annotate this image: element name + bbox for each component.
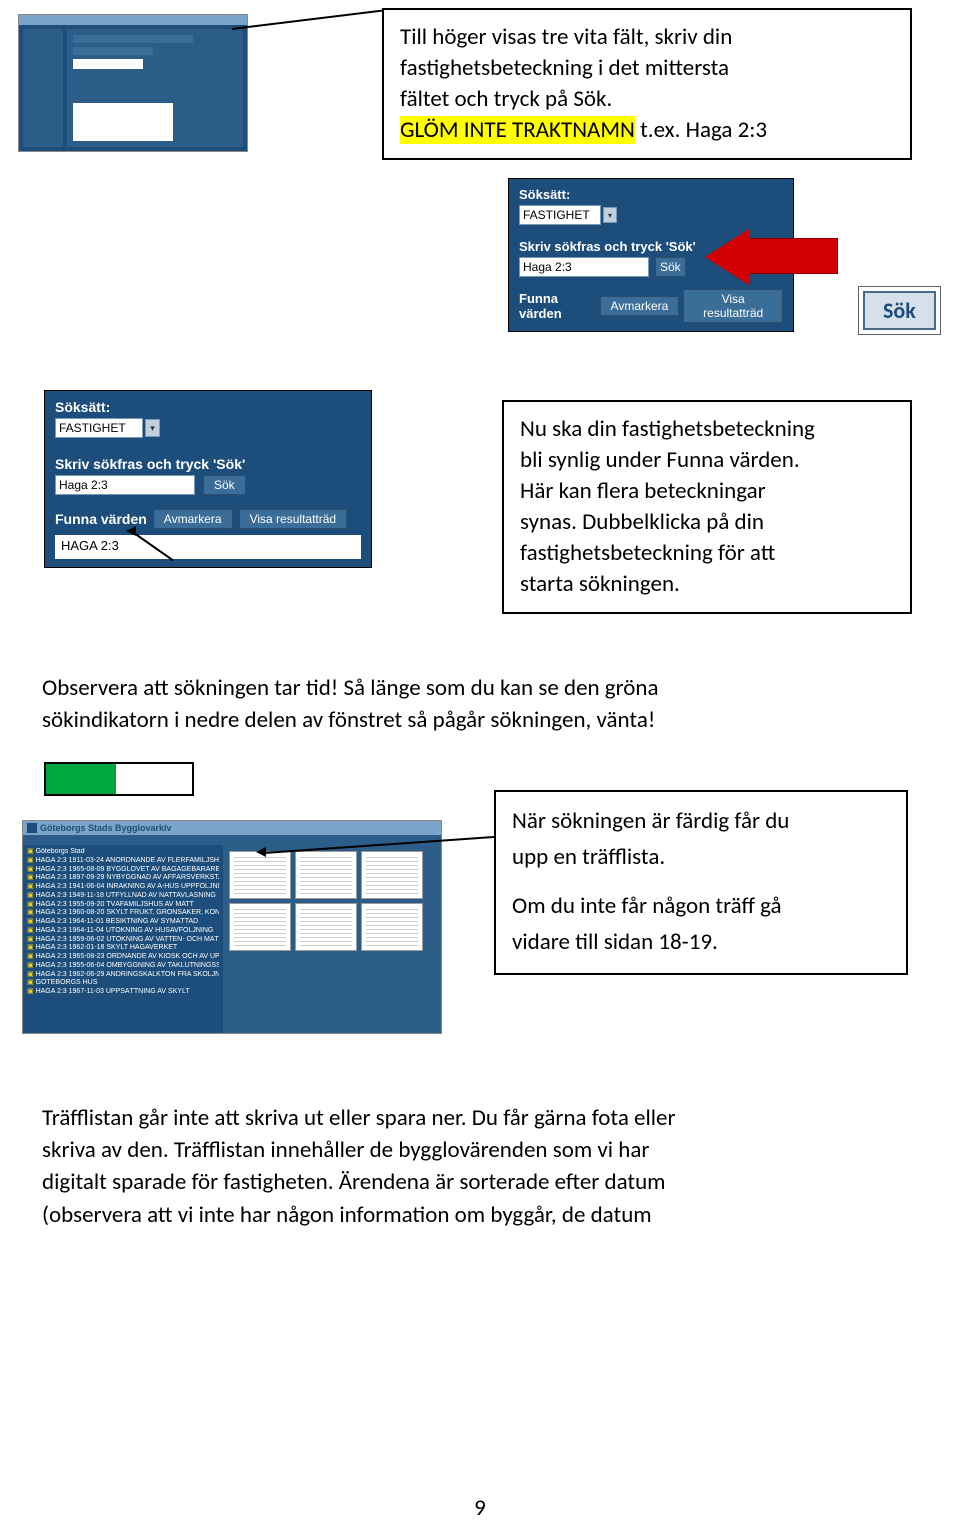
tree-item[interactable]: ▣ HAGA 2:3 1967-11-03 UPPSÄTTNING AV SKY… — [27, 988, 219, 997]
soksatt-input[interactable] — [519, 205, 601, 225]
progress-indicator — [44, 762, 194, 796]
tree-item[interactable]: ▣ HAGA 2:3 1955-09-20 TVÅFAMILJSHUS AV M… — [27, 901, 219, 910]
thumbnail[interactable] — [229, 903, 291, 951]
sok-big-button[interactable]: Sök — [863, 291, 936, 330]
result-tree: ▣ Göteborgs Stad ▣ HAGA 2:3 1911-03-24 A… — [23, 845, 223, 1033]
tree-item[interactable]: ▣ HAGA 2:3 1962-01-18 SKYLT HAGAVERKET — [27, 944, 219, 953]
search-input[interactable] — [519, 257, 649, 277]
text-line: När sökningen är färdig får du — [512, 804, 890, 840]
tree-item[interactable]: ▣ HAGA 2:3 1960-08-20 SKYLT FRUKT, GRÖNS… — [27, 909, 219, 918]
thumbnail-grid — [223, 845, 441, 1033]
text-line: Nu ska din fastighetsbeteckning — [520, 414, 894, 445]
instruction-box-3: När sökningen är färdig får du upp en tr… — [494, 790, 908, 975]
text-line: Om du inte får någon träff gå — [512, 889, 890, 925]
thumbnail[interactable] — [295, 903, 357, 951]
tree-item[interactable]: ▣ HAGA 2:3 1965-08-09 BYGGLOVET AV BAGAG… — [27, 866, 219, 875]
arrowhead-icon — [256, 847, 266, 857]
tree-item[interactable]: ▣ HAGA 2:3 1911-03-24 ANORDNANDE AV FLER… — [27, 857, 219, 866]
thumbnail[interactable] — [361, 903, 423, 951]
text-line: fastighetsbeteckning för att — [520, 538, 894, 569]
tree-item[interactable]: ▣ HAGA 2:3 1962-06-29 ANDRINGSKALKTON FR… — [27, 971, 219, 980]
tree-item[interactable]: ▣ HAGA 2:3 1941-06-04 INRÄKNING AV A-HUS… — [27, 883, 219, 892]
sok-button-b[interactable]: Sök — [203, 475, 246, 495]
sok-button-a[interactable]: Sök — [655, 257, 686, 277]
text-line: Träfflistan går inte att skriva ut eller… — [42, 1102, 918, 1134]
text-line: starta sökningen. — [520, 569, 894, 600]
progress-fill — [46, 764, 116, 794]
soksatt-label: Söksätt: — [519, 187, 783, 202]
sok-big-button-wrapper: Sök — [858, 286, 941, 335]
instruction-box-1: Till höger visas tre vita fält, skriv di… — [382, 8, 912, 160]
window-title: Göteborgs Stads Bygglovarkiv — [40, 823, 172, 833]
tree-item[interactable]: ▣ HAGA 2:3 1897-09-29 NYBYGGNAD AV AFFÄR… — [27, 874, 219, 883]
instruction-box-2: Nu ska din fastighetsbeteckning bli synl… — [502, 400, 912, 614]
result-list: HAGA 2:3 — [55, 535, 361, 559]
tree-item[interactable]: ▣ HAGA 2:3 1959-06-02 UTÖKNING AV VATTEN… — [27, 936, 219, 945]
tree-item[interactable]: ▣ HAGA 2:3 1964-11-04 UTÖKNING AV HUSAVF… — [27, 927, 219, 936]
soksatt-input-b[interactable] — [55, 418, 143, 438]
observation-text: Observera att sökningen tar tid! Så läng… — [0, 672, 960, 736]
results-screenshot: Göteborgs Stads Bygglovarkiv ▣ Göteborgs… — [22, 820, 442, 1034]
text-line: fältet och tryck på Sök. — [400, 84, 894, 115]
text-line: sökindikatorn i nedre delen av fönstret … — [42, 704, 918, 736]
thumbnail[interactable] — [295, 851, 357, 899]
tree-item[interactable]: ▣ Göteborgs Stad — [27, 848, 219, 857]
thumbnail[interactable] — [229, 851, 291, 899]
visa-button-b[interactable]: Visa resultatträd — [239, 509, 348, 529]
visa-button[interactable]: Visa resultatträd — [683, 289, 783, 323]
dropdown-icon[interactable]: ▾ — [145, 419, 160, 437]
pointer-line-1 — [232, 9, 383, 30]
funna-label: Funna värden — [519, 291, 596, 321]
text-line: bli synlig under Funna värden. — [520, 445, 894, 476]
mini-screenshot-top — [18, 14, 248, 152]
text-line: fastighetsbeteckning i det mittersta — [400, 53, 894, 84]
text-line: synas. Dubbelklicka på din — [520, 507, 894, 538]
tree-item[interactable]: ▣ HAGA 2:3 1964-11-01 BESIKTNING AV SYMÅ… — [27, 918, 219, 927]
tree-item[interactable]: ▣ GÖTEBORGS HUS — [27, 979, 219, 988]
text-line: upp en träfflista. — [512, 840, 890, 876]
avmarkera-button[interactable]: Avmarkera — [600, 296, 680, 316]
soksatt-label-b: Söksätt: — [55, 399, 361, 415]
text-line: skriva av den. Träfflistan innehåller de… — [42, 1134, 918, 1166]
dropdown-icon[interactable]: ▾ — [603, 207, 617, 223]
logo-icon — [27, 823, 37, 833]
highlighted-text: GLÖM INTE TRAKTNAMN — [400, 116, 635, 144]
arrowhead-icon — [126, 526, 136, 536]
text-line: Här kan flera beteckningar — [520, 476, 894, 507]
page-number: 9 — [474, 1494, 486, 1522]
bottom-paragraph: Träfflistan går inte att skriva ut eller… — [0, 1102, 960, 1231]
avmarkera-button-b[interactable]: Avmarkera — [153, 509, 233, 529]
text-line: (observera att vi inte har någon informa… — [42, 1199, 918, 1231]
text-line: vidare till sidan 18-19. — [512, 925, 890, 961]
thumbnail[interactable] — [361, 851, 423, 899]
search-input-b[interactable] — [55, 475, 195, 495]
text-line: digitalt sparade för fastigheten. Ärende… — [42, 1166, 918, 1198]
tree-item[interactable]: ▣ HAGA 2:3 1949-11-18 UTFYLLNAD AV NATTA… — [27, 892, 219, 901]
text-span: t.ex. Haga 2:3 — [635, 116, 767, 144]
text-line: GLÖM INTE TRAKTNAMN t.ex. Haga 2:3 — [400, 115, 894, 146]
tree-item[interactable]: ▣ HAGA 2:3 1965-08-23 ORDNANDE AV KIOSK … — [27, 953, 219, 962]
result-item[interactable]: HAGA 2:3 — [61, 538, 119, 553]
funna-label-b: Funna värden — [55, 511, 147, 527]
text-line: Observera att sökningen tar tid! Så läng… — [42, 672, 918, 704]
search-panel-b: Söksätt: ▾ Skriv sökfras och tryck 'Sök'… — [44, 390, 372, 568]
skriv-label-b: Skriv sökfras och tryck 'Sök' — [55, 456, 361, 472]
tree-item[interactable]: ▣ HAGA 2:3 1955-06-04 OMBYGGNING AV TAKL… — [27, 962, 219, 971]
text-line: Till höger visas tre vita fält, skriv di… — [400, 22, 894, 53]
red-arrow-icon — [748, 238, 838, 274]
